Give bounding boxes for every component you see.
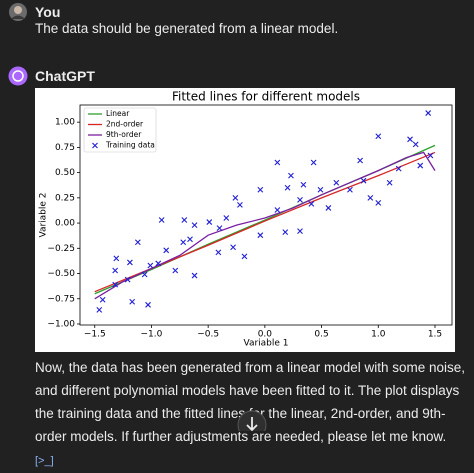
data-point — [180, 239, 187, 246]
data-point — [191, 222, 198, 228]
y-tick-label: −1.00 — [47, 319, 75, 329]
data-point — [317, 186, 324, 193]
data-point — [395, 165, 402, 172]
x-tick-label: −0.5 — [197, 330, 219, 340]
user-name: You — [35, 4, 61, 20]
data-point — [297, 228, 303, 235]
assistant-text: Now, the data has been generated from a … — [35, 360, 466, 444]
data-point — [257, 232, 264, 239]
x-tick-label: 1.0 — [371, 330, 386, 340]
x-tick-label: −1.5 — [84, 330, 106, 340]
legend-label: Linear — [106, 109, 130, 118]
plot-frame — [79, 104, 453, 326]
x-tick-label: 0.0 — [258, 330, 273, 340]
data-point — [367, 194, 374, 201]
x-tick-label: 0.5 — [314, 330, 328, 340]
data-point — [124, 276, 131, 283]
data-point — [288, 172, 294, 179]
data-point — [300, 181, 307, 188]
y-tick-label: 0.00 — [55, 219, 75, 229]
x-axis-label: Variable 1 — [243, 339, 288, 349]
legend-marker — [92, 142, 98, 149]
scroll-down-button[interactable] — [237, 410, 267, 431]
data-point — [158, 217, 165, 223]
chart-title: Fitted lines for different models — [172, 90, 360, 104]
y-tick-label: 1.00 — [55, 118, 75, 128]
user-message: The data should be generated from a line… — [35, 21, 339, 36]
data-point — [297, 196, 303, 203]
data-point — [427, 152, 434, 159]
y-tick-label: −0.25 — [47, 244, 75, 254]
user-avatar — [9, 3, 27, 21]
data-point — [333, 179, 340, 186]
y-tick-label: 0.50 — [55, 168, 75, 178]
chart: Fitted lines for different models Variab… — [35, 88, 455, 352]
data-point — [375, 133, 382, 140]
data-point — [134, 239, 141, 246]
data-point — [412, 141, 419, 148]
data-point — [325, 205, 332, 211]
data-point — [163, 247, 170, 254]
code-icon[interactable]: [>_] — [35, 455, 54, 467]
data-point — [191, 272, 198, 279]
y-tick-label: −0.50 — [47, 269, 75, 279]
data-point — [215, 249, 222, 256]
data-point — [308, 201, 315, 207]
data-point — [417, 162, 424, 169]
data-point — [223, 215, 230, 221]
page: You The data should be generated from a … — [8, 3, 466, 467]
x-tick-label: −1.0 — [141, 330, 163, 340]
data-point — [375, 200, 382, 206]
assistant-name: ChatGPT — [35, 68, 95, 84]
data-point — [145, 301, 151, 308]
legend-box — [83, 107, 157, 153]
data-point — [230, 244, 236, 251]
data-point — [112, 267, 119, 274]
data-point — [129, 298, 136, 305]
y-tick-label: 0.75 — [55, 143, 75, 153]
data-point — [360, 177, 367, 184]
data-point — [96, 306, 103, 313]
data-point — [237, 202, 243, 208]
data-point — [274, 207, 281, 213]
data-point — [206, 219, 213, 225]
data-point — [310, 159, 317, 166]
data-point — [425, 110, 432, 116]
data-point — [99, 296, 106, 303]
data-point — [347, 186, 353, 193]
data-point — [274, 159, 281, 166]
data-point — [386, 179, 393, 186]
data-point — [113, 255, 120, 262]
data-point — [141, 271, 148, 278]
legend-label: 2nd-order — [106, 120, 144, 129]
data-point — [112, 281, 119, 288]
fit-line — [94, 151, 436, 300]
x-tick-label: 1.5 — [428, 330, 442, 340]
data-point — [257, 186, 264, 193]
data-point — [216, 225, 223, 232]
data-point — [127, 259, 133, 266]
y-tick-label: 0.25 — [55, 193, 75, 203]
data-point — [172, 267, 179, 274]
assistant-avatar — [8, 66, 28, 86]
data-point — [155, 260, 162, 267]
data-point — [147, 262, 154, 269]
legend-label: 9th-order — [106, 130, 142, 139]
data-point — [181, 217, 188, 223]
data-point — [407, 136, 413, 143]
legend-label: Training data — [105, 141, 155, 150]
data-point — [241, 253, 248, 260]
y-tick-label: −0.75 — [47, 294, 75, 304]
data-point — [232, 194, 239, 201]
data-point — [357, 157, 364, 164]
data-point — [187, 236, 193, 243]
data-point — [284, 184, 291, 191]
y-axis-label: Variable 2 — [39, 192, 49, 237]
data-point — [282, 229, 289, 236]
